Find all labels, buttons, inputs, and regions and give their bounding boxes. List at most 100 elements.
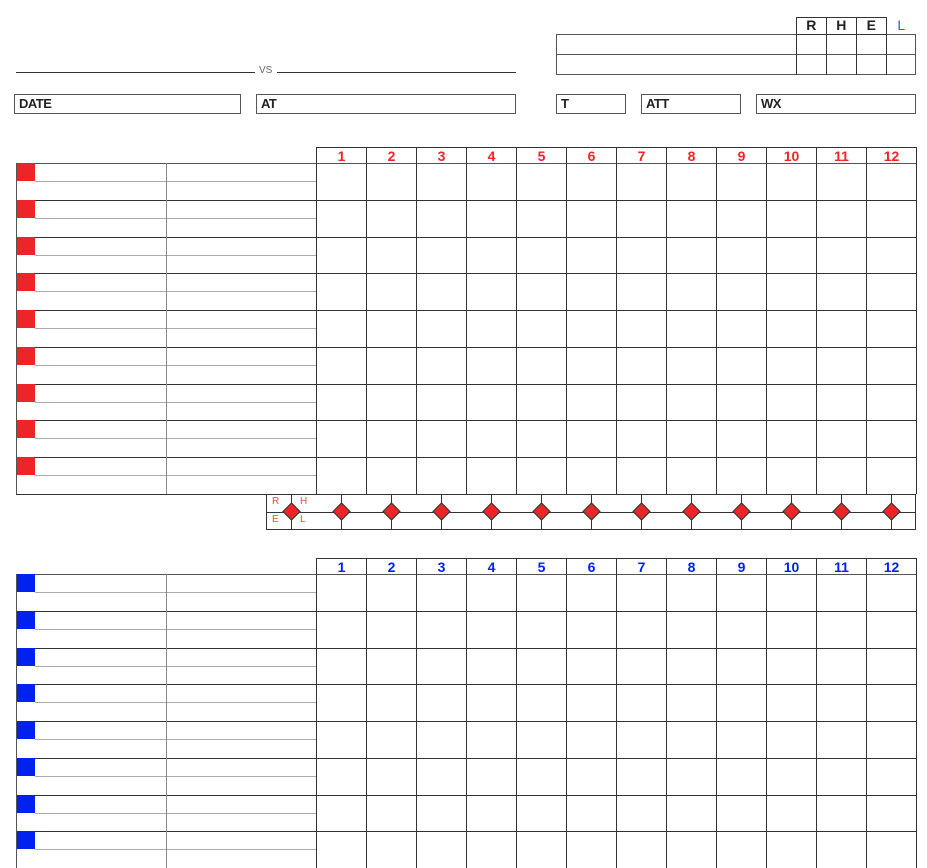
at-bat-cell[interactable] [767,685,816,720]
at-bat-cell[interactable] [667,685,716,720]
at-bat-cell[interactable] [817,311,866,346]
at-bat-cell[interactable] [617,274,666,309]
at-bat-cell[interactable] [617,311,666,346]
at-bat-cell[interactable] [567,685,616,720]
batter-position-field[interactable] [166,273,316,291]
batter-position-field[interactable] [166,574,316,592]
at-bat-cell[interactable] [517,832,566,867]
at-bat-cell[interactable] [717,612,766,647]
batter-name-field[interactable] [35,347,166,365]
at-bat-cell[interactable] [667,575,716,610]
at-bat-cell[interactable] [417,832,466,867]
at-bat-cell[interactable] [467,575,516,610]
score-cell[interactable] [826,35,856,54]
batter-name-field[interactable] [35,310,166,328]
at-bat-cell[interactable] [667,832,716,867]
at-bat-cell[interactable] [617,685,666,720]
at-bat-cell[interactable] [767,649,816,684]
at-bat-cell[interactable] [717,201,766,236]
at-bat-cell[interactable] [417,164,466,199]
at-bat-cell[interactable] [617,201,666,236]
batter-position-field[interactable] [166,831,316,849]
at-bat-cell[interactable] [517,575,566,610]
at-bat-cell[interactable] [767,612,816,647]
at-bat-cell[interactable] [767,274,816,309]
at-bat-cell[interactable] [817,722,866,757]
batter-name-field[interactable] [35,163,166,181]
at-bat-cell[interactable] [367,201,416,236]
at-bat-cell[interactable] [417,759,466,794]
at-bat-cell[interactable] [417,796,466,831]
at-bat-cell[interactable] [317,612,366,647]
at-bat-cell[interactable] [467,348,516,383]
at-bat-cell[interactable] [867,274,916,309]
at-bat-cell[interactable] [867,238,916,273]
at-bat-cell[interactable] [317,796,366,831]
at-bat-cell[interactable] [467,685,516,720]
at-bat-cell[interactable] [617,458,666,493]
at-bat-cell[interactable] [717,164,766,199]
at-bat-cell[interactable] [467,164,516,199]
at-bat-cell[interactable] [317,759,366,794]
at-bat-cell[interactable] [467,311,516,346]
at-bat-cell[interactable] [567,421,616,456]
at-bat-cell[interactable] [767,759,816,794]
at-bat-cell[interactable] [367,311,416,346]
at-bat-cell[interactable] [867,649,916,684]
at-bat-cell[interactable] [317,385,366,420]
at-bat-cell[interactable] [417,458,466,493]
at-bat-cell[interactable] [367,759,416,794]
at-bat-cell[interactable] [617,722,666,757]
field-wx[interactable]: WX [756,94,916,114]
at-bat-cell[interactable] [367,832,416,867]
at-bat-cell[interactable] [367,348,416,383]
at-bat-cell[interactable] [467,796,516,831]
at-bat-cell[interactable] [817,164,866,199]
at-bat-cell[interactable] [667,458,716,493]
at-bat-cell[interactable] [867,575,916,610]
batter-name-field[interactable] [35,684,166,702]
at-bat-cell[interactable] [467,649,516,684]
at-bat-cell[interactable] [517,685,566,720]
at-bat-cell[interactable] [867,458,916,493]
at-bat-cell[interactable] [817,759,866,794]
batter-position-field[interactable] [166,684,316,702]
at-bat-cell[interactable] [517,796,566,831]
at-bat-cell[interactable] [667,759,716,794]
batter-position-field[interactable] [166,420,316,438]
at-bat-cell[interactable] [567,274,616,309]
field-att[interactable]: ATT [641,94,741,114]
at-bat-cell[interactable] [617,575,666,610]
batter-name-field[interactable] [35,273,166,291]
field-at[interactable]: AT [256,94,516,114]
at-bat-cell[interactable] [567,612,616,647]
at-bat-cell[interactable] [817,274,866,309]
batter-position-field[interactable] [166,237,316,255]
at-bat-cell[interactable] [767,201,816,236]
at-bat-cell[interactable] [467,238,516,273]
batter-name-field[interactable] [35,200,166,218]
at-bat-cell[interactable] [717,311,766,346]
at-bat-cell[interactable] [317,311,366,346]
batter-name-field[interactable] [35,795,166,813]
at-bat-cell[interactable] [817,201,866,236]
batter-position-field[interactable] [166,347,316,365]
at-bat-cell[interactable] [867,685,916,720]
at-bat-cell[interactable] [717,722,766,757]
at-bat-cell[interactable] [617,164,666,199]
batter-position-field[interactable] [166,795,316,813]
score-cell[interactable] [856,55,886,74]
at-bat-cell[interactable] [467,458,516,493]
at-bat-cell[interactable] [667,274,716,309]
batter-position-field[interactable] [166,200,316,218]
at-bat-cell[interactable] [317,274,366,309]
at-bat-cell[interactable] [517,274,566,309]
at-bat-cell[interactable] [867,348,916,383]
at-bat-cell[interactable] [817,385,866,420]
score-cell[interactable] [856,35,886,54]
at-bat-cell[interactable] [467,759,516,794]
at-bat-cell[interactable] [717,274,766,309]
at-bat-cell[interactable] [367,575,416,610]
batter-name-field[interactable] [35,831,166,849]
at-bat-cell[interactable] [317,238,366,273]
